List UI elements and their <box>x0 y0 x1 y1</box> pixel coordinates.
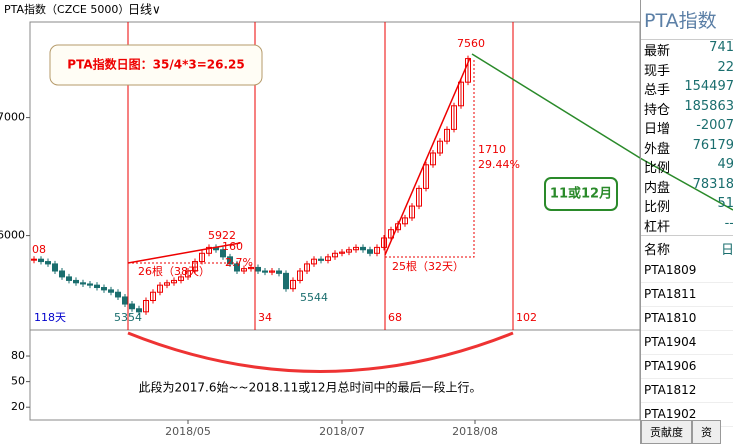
frame <box>29 21 640 421</box>
contract[interactable]: PTA1810 <box>641 307 733 331</box>
label: 118天 <box>34 311 66 324</box>
quote-value: 51 <box>717 196 733 211</box>
trend <box>127 242 241 264</box>
x-tick-label: 2018/07 <box>319 425 365 438</box>
label: 5922 <box>208 229 236 242</box>
quote-label: 比例 <box>644 200 671 215</box>
contract[interactable]: PTA1811 <box>641 283 733 307</box>
tabs: 贡献度资 <box>641 420 721 444</box>
list-header-cell: 日 <box>720 243 733 258</box>
marker-label: 102 <box>516 311 537 324</box>
quote-label: 最新 <box>644 44 671 59</box>
quote-value: 185863 <box>684 98 733 114</box>
y-tick-label: 7000 <box>0 111 25 124</box>
quote-row: 杠杆 -- <box>641 216 733 236</box>
period: 日线∨ <box>128 3 161 17</box>
quote-value: 76179 <box>692 137 733 153</box>
quote-value: 154497 <box>684 79 733 94</box>
quote-value: 741 <box>709 40 733 55</box>
contract[interactable]: PTA1906 <box>641 355 733 379</box>
label: 1710 <box>478 143 506 156</box>
y-tick-label: 20 <box>11 400 25 413</box>
list-header-cell: 名称 <box>644 243 671 258</box>
y-tick-label: 80 <box>11 349 25 362</box>
y-tick-label: 6000 <box>0 229 25 242</box>
quote-value: 78318 <box>692 176 733 192</box>
month-box <box>544 177 618 211</box>
label: 29.44% <box>478 158 520 171</box>
quote-panel: PTA指数 最新 741 现手 22 总手 154497 持仓 185863 日增 -2007 外盘… <box>640 0 733 444</box>
tab[interactable]: 资 <box>692 420 721 444</box>
quote-value: -- <box>724 215 733 231</box>
x-tick-label: 2018/08 <box>452 425 498 438</box>
quote-row: 现手 22 <box>641 60 733 80</box>
quote-row: 日增 -2007 <box>641 118 733 138</box>
quote-label: 现手 <box>644 63 671 79</box>
quote-label: 总手 <box>644 83 671 98</box>
trend <box>471 53 640 159</box>
tab[interactable]: 贡献度 <box>641 420 692 444</box>
callout: PTA指数日图：35/4*3=26.25 <box>67 57 244 72</box>
y-tick-label: 50 <box>11 375 25 388</box>
callout-box <box>49 44 263 86</box>
quote-row: 内盘 78318 <box>641 177 733 197</box>
quote-label: 杠杆 <box>644 219 671 235</box>
trend <box>385 58 475 258</box>
quote-row: 比例 49 <box>641 157 733 177</box>
note: 此段为2017.6始~~2018.11或12月总时间中的最后一段上行。 <box>139 380 482 395</box>
quote-label: 持仓 <box>644 102 671 118</box>
quote-value: -2007 <box>696 118 733 133</box>
label: 5544 <box>300 291 328 304</box>
marker-label: 68 <box>388 311 402 324</box>
quote-label: 外盘 <box>644 141 671 157</box>
contract[interactable]: PTA1904 <box>641 331 733 355</box>
quote-row: 持仓 185863 <box>641 99 733 119</box>
rows: 最新 741 现手 22 总手 154497 持仓 185863 日增 -2007 外盘 76179 比… <box>641 40 733 235</box>
month-label: 11或12月 <box>550 186 612 202</box>
label: 160 <box>222 240 243 253</box>
quote-row: 最新 741 <box>641 40 733 60</box>
panel-title: PTA指数 <box>641 0 733 40</box>
arc <box>127 331 514 373</box>
quote-value: 49 <box>717 157 733 172</box>
quote-value: 22 <box>717 59 733 75</box>
label: 26根（38天） <box>138 264 210 278</box>
marker-label: 34 <box>258 311 272 324</box>
chart: 102 68 34 2018/08 2018/07 2018/05 80 50 20 7000 60… <box>0 2 640 438</box>
x-tick-label: 2018/05 <box>165 425 211 438</box>
title: PTA指数（CZCE 5000） <box>4 2 129 16</box>
quote-row: 总手 154497 <box>641 79 733 99</box>
contract[interactable]: PTA1812 <box>641 379 733 403</box>
quote-label: 内盘 <box>644 180 671 196</box>
quote-label: 日增 <box>644 122 671 137</box>
quote-row: 比例 51 <box>641 196 733 216</box>
list: PTA1809 PTA1811 PTA1810 PTA1904 PTA1906 PTA18… <box>641 259 733 427</box>
quote-row: 外盘 76179 <box>641 138 733 158</box>
label: 25根（32天） <box>392 259 464 273</box>
quote-label: 比例 <box>644 161 671 176</box>
label: 2.7% <box>225 256 253 269</box>
trend <box>384 57 471 256</box>
label: 5354 <box>114 311 142 324</box>
label: 08 <box>32 243 46 256</box>
list-header: 名称 日 <box>641 235 733 259</box>
contract[interactable]: PTA1809 <box>641 259 733 283</box>
label: 7560 <box>457 37 485 50</box>
